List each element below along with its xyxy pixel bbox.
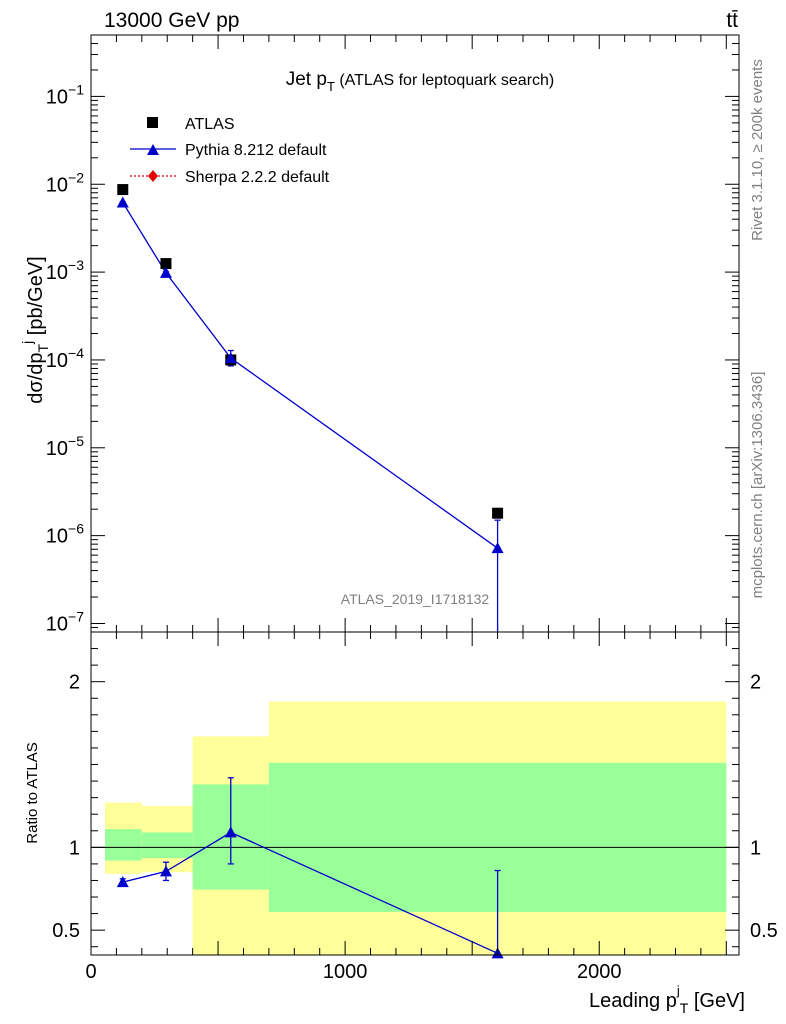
legend: ATLAS Pythia 8.212 default Sherpa 2.2.2 … — [130, 116, 330, 186]
legend-pythia-marker — [147, 144, 159, 155]
y-tick-label: 10−3 — [46, 257, 84, 284]
atlas-point — [492, 507, 504, 519]
ratio-y-tick-label-left: 2 — [69, 672, 80, 694]
ratio-green-band — [104, 829, 142, 861]
x-tick-label: 0 — [85, 961, 96, 983]
atlas-point — [117, 184, 129, 196]
svg-text:dσ/dpTj [pb/GeV]: dσ/dpTj [pb/GeV] — [19, 256, 51, 403]
ratio-y-tick-label-right: 1 — [750, 837, 761, 859]
mcplots-label: mcplots.cern.ch [arXiv:1306.3436] — [749, 372, 766, 599]
main-y-tick-labels: 10−7 10−6 10−5 10−4 10−3 10−2 10−1 — [46, 81, 84, 635]
legend-atlas-marker — [147, 117, 158, 128]
ratio-green-band — [141, 832, 193, 859]
y-tick-label: 10−2 — [46, 169, 84, 196]
rivet-label: Rivet 3.1.10, ≥ 200k events — [749, 59, 766, 241]
main-y-axis-label: dσ/dpTj [pb/GeV] — [19, 256, 51, 403]
pythia-point — [159, 266, 172, 278]
ratio-pythia-point — [116, 876, 129, 888]
y-tick-label: 10−6 — [46, 521, 84, 548]
ratio-data-marks — [116, 777, 504, 959]
ratio-uncertainty-bands — [104, 701, 727, 955]
ratio-pythia-point — [224, 826, 237, 838]
pythia-point — [491, 542, 504, 554]
ratio-tick-labels: 0.5 0.5 1 1 2 2 0 1000 2000 — [52, 672, 778, 983]
pythia-point — [116, 196, 129, 208]
ratio-plot-panel: 0.5 0.5 1 1 2 2 0 1000 2000 Ratio to ATLAS Leadi… — [24, 631, 778, 1016]
pythia-line — [122, 202, 498, 549]
analysis-label: ATLAS_2019_I1718132 — [341, 591, 490, 607]
ratio-pythia-line — [122, 831, 498, 954]
plot-title: Jet pT (ATLAS for leptoquark search) — [286, 69, 555, 94]
ratio-y-axis-label: Ratio to ATLAS — [24, 742, 41, 843]
x-tick-label: 2000 — [577, 961, 622, 983]
main-data-marks — [116, 184, 504, 632]
ratio-y-tick-label-left: 1 — [69, 837, 80, 859]
ratio-pythia-point — [159, 865, 172, 877]
energy-label: 13000 GeV pp — [104, 9, 239, 32]
ratio-axis-ticks — [90, 632, 739, 955]
ratio-y-tick-label-right: 2 — [750, 672, 761, 694]
legend-atlas-label: ATLAS — [185, 116, 235, 133]
main-plot-panel: 10−7 10−6 10−5 10−4 10−3 10−2 10−1 Jet pT (ATL… — [19, 34, 740, 635]
y-tick-label: 10−1 — [46, 81, 84, 108]
pythia-point — [224, 352, 237, 364]
process-label: tt̄ — [726, 9, 738, 32]
legend-sherpa-label: Sherpa 2.2.2 default — [185, 169, 330, 186]
y-tick-label: 10−4 — [46, 345, 84, 372]
ratio-frame — [90, 631, 740, 956]
y-tick-label: 10−5 — [46, 433, 84, 460]
x-tick-label: 1000 — [323, 961, 368, 983]
legend-sherpa-marker — [148, 170, 158, 182]
legend-pythia-label: Pythia 8.212 default — [185, 142, 327, 159]
x-axis-label: Leading pjT [GeV] — [589, 983, 745, 1016]
y-tick-label: 10−7 — [46, 608, 84, 635]
atlas-point — [160, 258, 172, 270]
ratio-y-tick-label-left: 0.5 — [52, 920, 80, 942]
ratio-y-tick-label-right: 0.5 — [750, 920, 778, 942]
